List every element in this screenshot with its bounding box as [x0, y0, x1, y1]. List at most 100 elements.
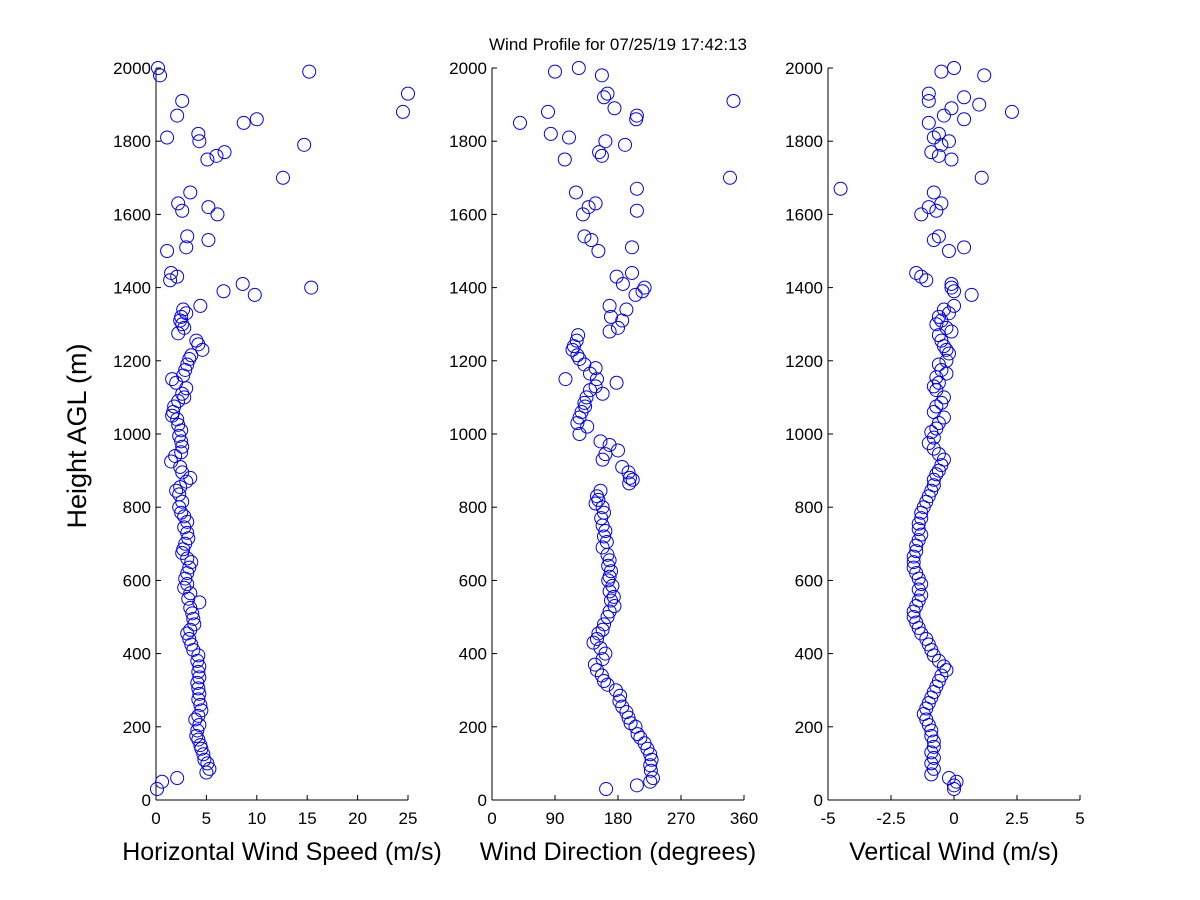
data-point — [611, 443, 625, 458]
data-point — [602, 584, 617, 599]
data-point — [217, 145, 232, 160]
data-point — [926, 472, 941, 487]
data-point — [513, 115, 527, 130]
data-point — [914, 269, 929, 284]
data-point — [592, 145, 607, 160]
data-point — [304, 280, 319, 295]
data-point — [941, 134, 956, 149]
data-point — [615, 276, 630, 291]
data-point — [184, 348, 199, 363]
data-point — [600, 547, 615, 562]
data-point — [931, 653, 946, 668]
data-point — [944, 280, 959, 295]
data-point — [926, 734, 941, 749]
data-point — [934, 395, 949, 410]
y-tick-label: 1200 — [113, 352, 151, 371]
y-tick-label: 1200 — [785, 352, 823, 371]
data-point — [921, 115, 936, 130]
data-point — [646, 771, 660, 786]
data-point — [604, 564, 618, 579]
data-point — [941, 306, 956, 321]
data-point — [571, 61, 586, 75]
y-tick-label: 0 — [142, 791, 151, 810]
data-point — [191, 648, 206, 663]
data-point — [919, 273, 934, 288]
data-point — [558, 372, 573, 387]
data-point — [618, 137, 632, 152]
y-tick-label: 1000 — [785, 425, 823, 444]
data-point — [941, 346, 956, 361]
data-point — [590, 663, 604, 678]
data-point — [621, 465, 636, 480]
data-point — [602, 437, 617, 452]
data-point — [909, 538, 924, 553]
y-tick-label: 1800 — [449, 132, 487, 151]
data-point — [172, 500, 187, 515]
data-point — [195, 342, 210, 357]
data-point — [171, 196, 186, 211]
data-point — [926, 233, 941, 248]
data-point — [934, 313, 949, 328]
data-point — [977, 68, 992, 83]
y-tick-label: 1400 — [785, 279, 823, 298]
vertical-wind-panel: 0 200 400 600 800 1000 1200 1400 1600 1800 2000 -5 -… — [785, 59, 1085, 866]
data-point — [594, 148, 609, 163]
data-point — [160, 244, 175, 258]
data-point — [180, 577, 195, 592]
data-point — [191, 708, 206, 723]
data-point — [572, 427, 587, 441]
data-point — [931, 229, 946, 244]
y-tick-label: 800 — [459, 498, 487, 517]
data-point — [562, 130, 576, 145]
data-point — [209, 148, 224, 163]
data-point — [593, 641, 608, 656]
data-point — [921, 436, 936, 451]
data-point — [926, 130, 941, 145]
data-point — [395, 104, 410, 119]
y-tick-label: 600 — [459, 571, 487, 590]
data-point — [193, 298, 208, 313]
data-point — [600, 610, 615, 624]
data-point — [276, 170, 291, 185]
y-tick-label: 0 — [814, 791, 823, 810]
data-point — [944, 276, 959, 291]
data-point — [153, 68, 168, 83]
data-point — [199, 765, 214, 780]
data-point — [957, 90, 972, 105]
data-point — [190, 723, 205, 738]
y-tick-label: 1800 — [785, 132, 823, 151]
data-point — [947, 298, 961, 313]
x-tick-label: 0 — [487, 809, 496, 828]
x-tick-label: 15 — [298, 809, 317, 828]
data-point — [621, 710, 636, 725]
data-point — [909, 265, 924, 280]
x-tick-label: 0 — [949, 809, 958, 828]
data-point — [175, 545, 190, 560]
data-point — [170, 108, 185, 123]
data-point — [608, 683, 623, 698]
data-point — [914, 207, 929, 222]
x-tick-label: 25 — [399, 809, 418, 828]
data-point — [602, 324, 617, 339]
data-point — [200, 756, 215, 771]
wind-direction-panel: 0 200 400 600 800 1000 1200 1400 1600 1800 2000 0 90… — [449, 59, 758, 866]
data-point — [936, 339, 951, 354]
data-point — [576, 207, 590, 222]
data-point — [185, 606, 200, 621]
data-point — [604, 309, 618, 324]
data-point — [594, 68, 609, 83]
x-tick-label: -5 — [820, 809, 835, 828]
y-tick-label: 0 — [478, 791, 487, 810]
data-point — [180, 525, 195, 540]
data-point — [581, 200, 596, 215]
x-tick-label: -2.5 — [876, 809, 905, 828]
data-point — [723, 170, 737, 185]
data-point — [597, 90, 611, 105]
data-point — [931, 309, 946, 324]
data-point — [155, 774, 170, 789]
data-point — [169, 483, 184, 498]
data-point — [607, 599, 622, 614]
data-point — [584, 233, 599, 248]
data-point — [613, 688, 628, 703]
y-tick-label: 600 — [795, 571, 823, 590]
